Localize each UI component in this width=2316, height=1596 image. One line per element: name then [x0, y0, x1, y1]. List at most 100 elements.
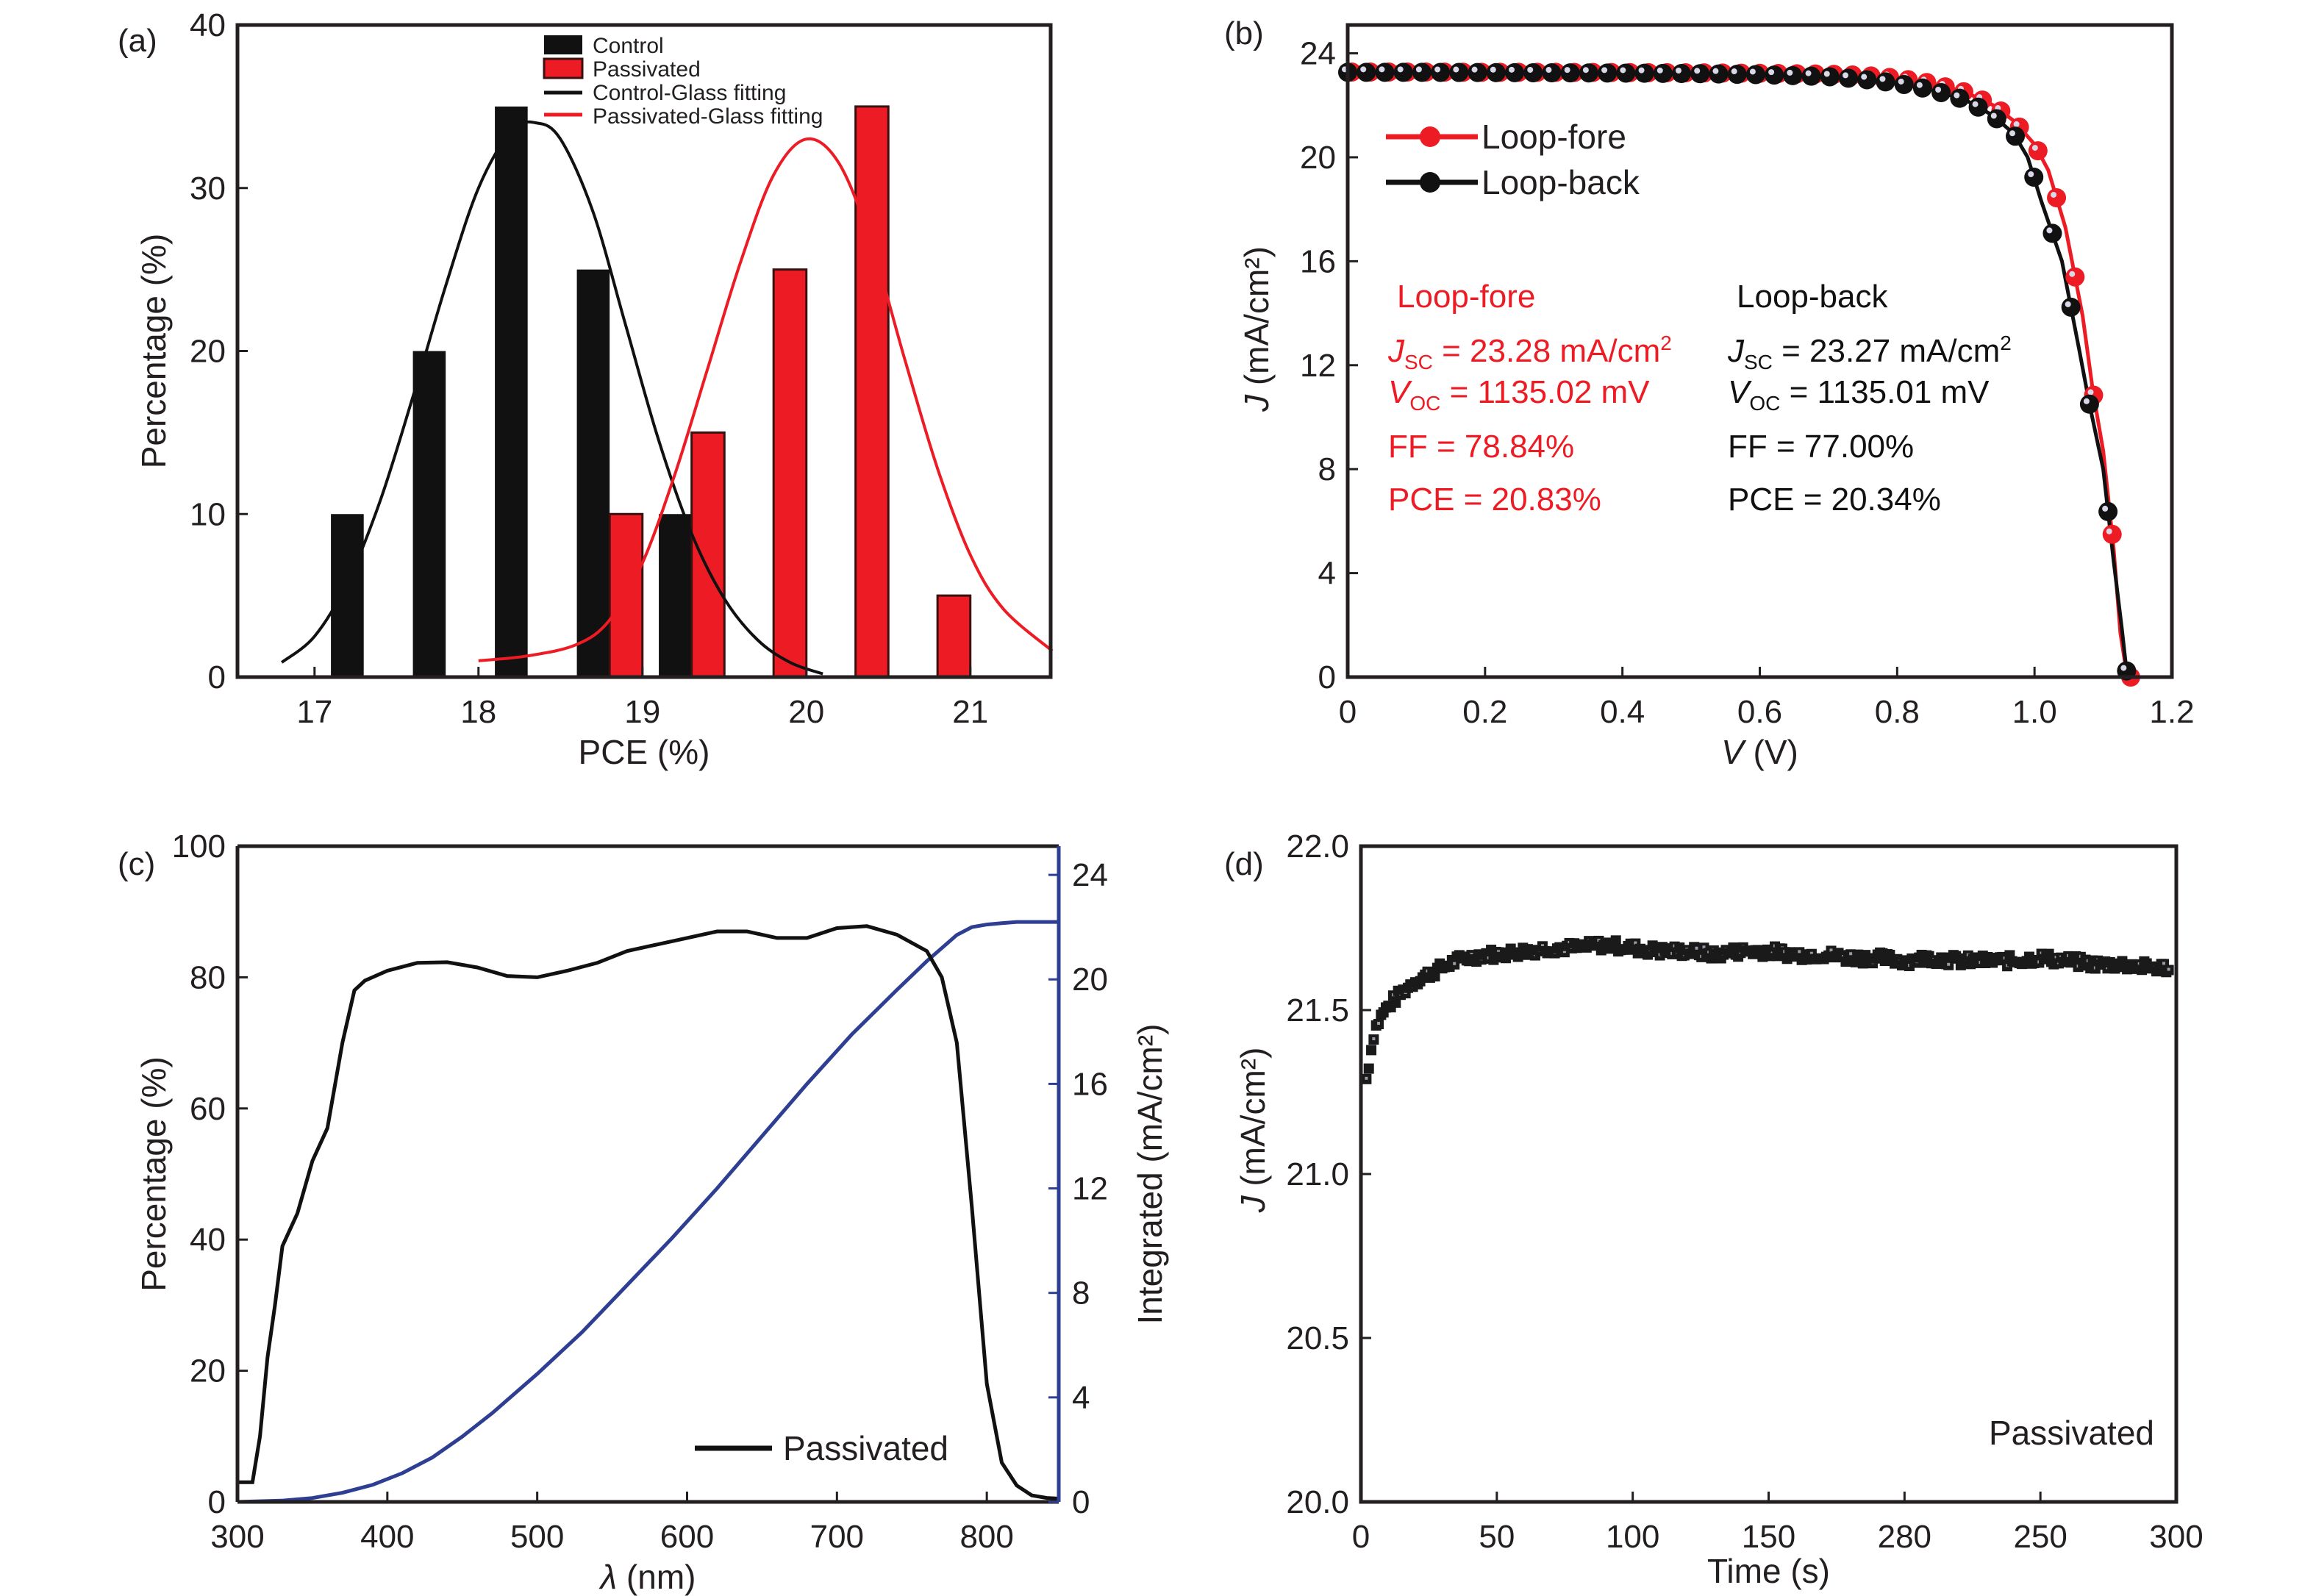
x-tick-label: 150	[1742, 1519, 1795, 1555]
x-tick-label: 250	[2013, 1519, 2067, 1555]
loop-back-marker	[1912, 78, 1932, 98]
voc-symbol: V	[1728, 374, 1752, 410]
y-axis-title-part: (mA/cm²)	[1234, 1048, 1272, 1196]
marker-highlight	[2031, 145, 2038, 151]
loop-back-marker	[1876, 72, 1895, 92]
current-marker	[1363, 1063, 1374, 1074]
marker-highlight	[1365, 1076, 1368, 1080]
x-tick-label: 1.2	[2149, 694, 2194, 730]
marker-highlight	[1694, 68, 1701, 74]
jsc-superscript: 2	[1660, 332, 1672, 354]
jsc-value: = 23.28 mA/cm	[1433, 333, 1660, 369]
loop-back-marker	[2042, 223, 2062, 243]
marker-highlight	[1731, 68, 1737, 75]
marker-highlight	[1415, 66, 1422, 73]
marker-highlight	[1582, 67, 1589, 74]
x-tick-label: 0.8	[1875, 694, 1920, 730]
loop-back-marker	[1393, 62, 1413, 82]
panel-a: (a) 17 18 19 20 21 0 10 20 30 40 PCE (%) Percentage …	[118, 7, 1054, 771]
x-tick-label: 17	[296, 694, 332, 730]
loop-back-marker	[1375, 62, 1395, 82]
x-tick-label: 18	[460, 694, 496, 730]
marker-highlight	[2028, 171, 2034, 177]
loop-back-marker	[1523, 62, 1543, 82]
loop-back-marker	[1894, 74, 1914, 94]
voc-value: = 1135.02 mV	[1440, 374, 1650, 410]
marker-highlight	[1879, 76, 1886, 82]
loop-back-marker	[2061, 297, 2081, 317]
y-right-tick-label: 16	[1072, 1066, 1108, 1102]
loop-fore-marker	[2047, 187, 2067, 207]
y-right-tick-label: 12	[1072, 1171, 1108, 1207]
annotation-ff: FF = 77.00%	[1728, 429, 1914, 465]
y-tick-label: 0	[208, 659, 226, 695]
marker-highlight	[1787, 69, 1793, 76]
x-tick-label: 20	[788, 694, 824, 730]
loop-back-marker	[1431, 62, 1451, 82]
x-tick-label: 21	[952, 694, 988, 730]
marker-highlight	[1379, 66, 1385, 73]
y-tick-label: 21.0	[1286, 1156, 1349, 1192]
bar-control	[659, 514, 692, 677]
x-axis-title-part: (nm)	[617, 1558, 696, 1596]
x-tick-label: 280	[1878, 1519, 1931, 1555]
loop-back-marker	[1709, 64, 1729, 84]
marker-highlight	[1898, 78, 1904, 85]
loop-back-marker	[1783, 65, 1803, 85]
annotation-pce: PCE = 20.83%	[1388, 482, 1601, 518]
panel-c: (c) 300 400 500 600 700 800 0 20 40 60 80 100 0 4 8 12 16…	[118, 829, 1169, 1596]
marker-highlight	[1601, 67, 1608, 74]
loop-back-marker	[1653, 63, 1673, 83]
x-axis-title-part: PCE (%)	[579, 733, 710, 771]
marker-highlight	[1564, 67, 1570, 74]
x-axis-title-part: V	[1721, 733, 1747, 771]
marker-highlight	[1562, 950, 1566, 953]
loop-back-marker	[1486, 62, 1506, 82]
loop-back-marker	[1449, 62, 1469, 82]
x-axis-title: λ (nm)	[598, 1558, 696, 1596]
x-tick-label: 0.2	[1462, 694, 1507, 730]
loop-back-marker	[1672, 64, 1692, 84]
marker-highlight	[1861, 74, 1868, 80]
x-tick-label: 0.4	[1600, 694, 1645, 730]
marker-highlight	[1527, 66, 1534, 73]
bar-control	[576, 269, 610, 677]
annotation-jsc: JSC = 23.27 mA/cm2	[1727, 332, 2012, 373]
panel-label: (b)	[1224, 15, 1264, 51]
x-tick-label: 800	[959, 1519, 1013, 1555]
plot-frame	[1359, 844, 2179, 1504]
jsc-superscript: 2	[2000, 332, 2012, 354]
marker-highlight	[1805, 70, 1812, 76]
y-right-tick-label: 20	[1072, 962, 1108, 998]
marker-highlight	[1620, 67, 1626, 74]
y-tick-label: 16	[1300, 243, 1336, 279]
voc-subscript: OC	[1749, 392, 1780, 415]
y-tick-label: 40	[190, 1222, 226, 1258]
loop-back-marker	[1579, 63, 1598, 83]
legend: Loop-fore Loop-back	[1386, 118, 1640, 201]
bar-passivated	[854, 105, 890, 679]
loop-back-marker	[1412, 62, 1432, 82]
x-tick-label: 1.0	[2012, 694, 2057, 730]
legend-label: Control	[593, 34, 664, 58]
current-marker	[1429, 971, 1440, 982]
marker-highlight	[1372, 1037, 1376, 1041]
y-tick-label: 100	[172, 829, 226, 865]
annotation-voc: VOC = 1135.01 mV	[1728, 374, 1990, 415]
y-tick-label: 0	[1318, 659, 1336, 695]
y-right-tick-label: 4	[1072, 1380, 1090, 1416]
marker-highlight	[2009, 130, 2016, 137]
loop-back-marker	[1542, 63, 1562, 83]
jsc-subscript: SC	[1404, 351, 1433, 373]
loop-back-marker	[2079, 394, 2099, 414]
marker-highlight	[1849, 952, 1853, 956]
y-tick-label: 20	[1300, 140, 1336, 176]
jsc-symbol: J	[1727, 333, 1745, 369]
bar-control	[412, 351, 446, 677]
loop-back-marker	[2024, 167, 2044, 187]
marker-highlight	[2051, 191, 2057, 198]
legend-label: Passivated-Glass fitting	[593, 104, 823, 129]
marker-highlight	[1509, 66, 1515, 73]
y-tick-label: 60	[190, 1091, 226, 1127]
